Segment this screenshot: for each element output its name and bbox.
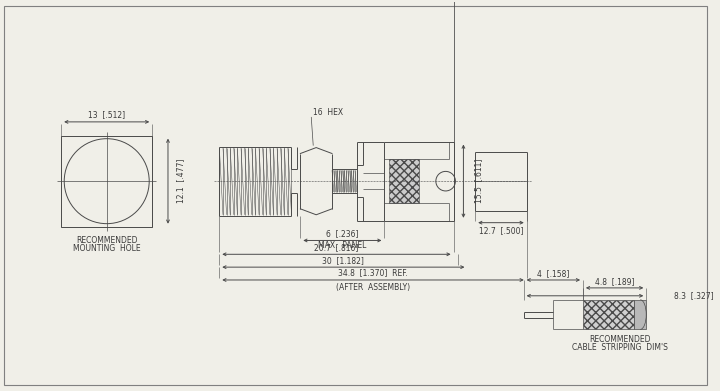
Text: 12.7  [.500]: 12.7 [.500] [479,226,523,235]
Text: 4.8  [.189]: 4.8 [.189] [595,278,634,287]
Text: 6  [.236]: 6 [.236] [326,229,359,238]
Text: MOUNTING  HOLE: MOUNTING HOLE [73,244,140,253]
Bar [634,300,647,329]
Text: 8.3  [.327]: 8.3 [.327] [674,291,714,300]
Bar [583,300,634,329]
Text: RECOMMENDED: RECOMMENDED [589,335,650,344]
Text: 16  HEX: 16 HEX [313,108,343,117]
Text: 13  [.512]: 13 [.512] [88,111,125,120]
Text: 30  [1.182]: 30 [1.182] [323,256,364,265]
Text: RECOMMENDED: RECOMMENDED [76,236,138,245]
Bar [390,160,419,203]
Text: (AFTER  ASSEMBLY): (AFTER ASSEMBLY) [336,283,410,292]
Text: CABLE  STRIPPING  DIM'S: CABLE STRIPPING DIM'S [572,343,667,352]
Text: 20.7  [.816]: 20.7 [.816] [314,243,359,252]
Text: MAX.  PANEL: MAX. PANEL [318,241,366,250]
Text: 34.8  [1.370]  REF.: 34.8 [1.370] REF. [338,269,408,278]
Bar [61,136,152,227]
Text: 12.1  [.477]: 12.1 [.477] [176,159,185,203]
Text: 15.5  [.611]: 15.5 [.611] [474,159,482,203]
Text: 4  [.158]: 4 [.158] [537,269,570,278]
